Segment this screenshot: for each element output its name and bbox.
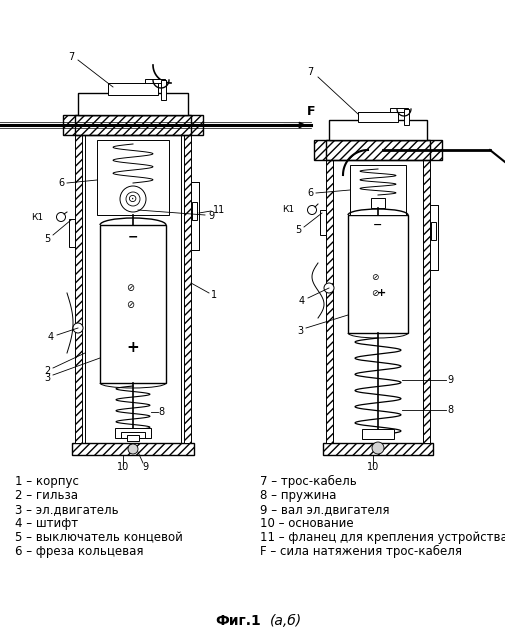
Bar	[314, 140, 442, 160]
Text: 8: 8	[447, 405, 453, 415]
Bar	[348, 215, 408, 333]
Text: +: +	[127, 340, 139, 355]
Bar	[326, 140, 430, 160]
Text: 6: 6	[307, 188, 313, 198]
Bar	[431, 222, 436, 240]
Bar	[115, 428, 151, 438]
Bar	[191, 182, 199, 250]
Text: 11 – фланец для крепления устройства: 11 – фланец для крепления устройства	[260, 531, 505, 544]
Text: 2: 2	[44, 366, 50, 376]
Text: 5: 5	[44, 234, 50, 244]
Bar	[134, 95, 141, 115]
Bar	[326, 160, 333, 443]
Text: 10: 10	[367, 462, 379, 472]
Bar	[78, 93, 188, 115]
Text: 3: 3	[297, 326, 303, 336]
Bar	[127, 435, 139, 441]
Bar	[72, 443, 194, 455]
Bar	[161, 80, 166, 100]
Text: −: −	[373, 220, 383, 230]
Text: F: F	[307, 105, 315, 118]
Text: К1: К1	[282, 205, 294, 214]
Text: ⊘: ⊘	[371, 273, 379, 282]
Circle shape	[324, 283, 334, 293]
Text: 5: 5	[295, 225, 301, 235]
Text: 7: 7	[68, 52, 74, 62]
Bar	[63, 115, 203, 135]
Bar	[75, 115, 191, 135]
Bar	[125, 95, 132, 115]
Text: F – сила натяжения трос-кабеля: F – сила натяжения трос-кабеля	[260, 545, 462, 558]
Bar	[97, 140, 169, 215]
Bar	[69, 219, 75, 247]
Bar	[108, 83, 158, 95]
Text: 1: 1	[211, 290, 217, 300]
Text: 10: 10	[117, 462, 129, 472]
Text: 4 – штифт: 4 – штифт	[15, 517, 78, 530]
Text: 4: 4	[299, 296, 305, 306]
Text: 7 – трос-кабель: 7 – трос-кабель	[260, 475, 357, 488]
Bar	[431, 222, 436, 240]
Bar	[362, 429, 394, 439]
Bar	[371, 198, 385, 208]
Bar	[78, 93, 188, 115]
Text: ⊙: ⊙	[128, 194, 138, 204]
Bar	[379, 122, 386, 140]
Text: 10 – основание: 10 – основание	[260, 517, 353, 530]
Bar	[75, 135, 82, 443]
Text: 9 – вал эл.двигателя: 9 – вал эл.двигателя	[260, 503, 389, 516]
Bar	[192, 202, 197, 220]
Bar	[404, 109, 409, 125]
Bar	[192, 202, 197, 220]
Text: 2 – гильза: 2 – гильза	[15, 489, 78, 502]
Text: 9: 9	[142, 462, 148, 472]
Bar	[191, 182, 199, 250]
Bar	[430, 205, 438, 270]
Text: 3: 3	[44, 373, 50, 383]
Text: Фиг.1: Фиг.1	[215, 614, 261, 628]
Bar	[145, 79, 165, 83]
Text: ⊘: ⊘	[126, 300, 134, 310]
Bar	[184, 135, 191, 443]
Text: 3 – эл.двигатель: 3 – эл.двигатель	[15, 503, 119, 516]
Text: ⊘: ⊘	[126, 283, 134, 293]
Text: 6 – фреза кольцевая: 6 – фреза кольцевая	[15, 545, 143, 558]
Text: +: +	[376, 288, 386, 298]
Bar	[121, 432, 145, 438]
Bar	[85, 135, 181, 443]
Bar	[350, 165, 406, 215]
Bar	[430, 205, 438, 270]
Text: 6: 6	[58, 178, 64, 188]
Text: 1 – корпус: 1 – корпус	[15, 475, 79, 488]
Text: 9: 9	[208, 211, 214, 221]
Text: −: −	[128, 230, 138, 243]
Bar	[358, 112, 398, 122]
Text: К1: К1	[31, 212, 43, 221]
Bar	[323, 443, 433, 455]
Bar	[358, 112, 398, 122]
Text: 11: 11	[213, 205, 225, 215]
Bar	[329, 120, 427, 140]
Text: (а,б): (а,б)	[270, 614, 302, 628]
Text: 4: 4	[48, 332, 54, 342]
Bar	[390, 108, 408, 112]
Text: 5 – выключатель концевой: 5 – выключатель концевой	[15, 531, 183, 544]
Circle shape	[128, 444, 138, 454]
Bar	[370, 122, 377, 140]
Circle shape	[372, 442, 384, 454]
Bar	[423, 160, 430, 443]
Text: 7: 7	[307, 67, 313, 77]
Bar	[100, 225, 166, 383]
Bar	[329, 120, 427, 140]
Text: 8: 8	[158, 407, 164, 417]
Bar	[333, 160, 423, 443]
Circle shape	[73, 323, 83, 333]
Text: 8 – пружина: 8 – пружина	[260, 489, 336, 502]
Text: ⊘: ⊘	[371, 289, 379, 298]
Bar	[320, 210, 326, 235]
Bar	[108, 83, 158, 95]
Text: 9: 9	[447, 375, 453, 385]
